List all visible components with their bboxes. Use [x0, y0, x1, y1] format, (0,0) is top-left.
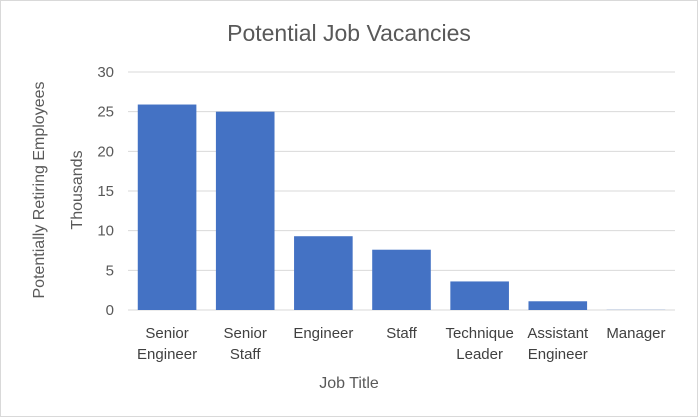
chart-title: Potential Job Vacancies — [227, 20, 471, 46]
x-category-label: Leader — [456, 346, 503, 363]
bar — [372, 250, 431, 310]
x-category-label: Senior — [224, 325, 267, 342]
bar — [528, 301, 587, 310]
y-tick-label: 0 — [106, 302, 114, 319]
x-category-label: Manager — [606, 325, 665, 342]
x-category-label: Staff — [386, 325, 417, 342]
x-category-label: Assistant — [527, 325, 589, 342]
y-axis-unit-label: Thousands — [69, 150, 86, 229]
x-category-label: Engineer — [137, 346, 197, 363]
bar — [216, 112, 275, 310]
x-category-label: Technique — [445, 325, 513, 342]
y-axis-ticks: 0 5 10 15 20 25 30 — [97, 64, 114, 319]
bars — [138, 105, 665, 310]
x-category-label: Staff — [230, 346, 261, 363]
bar — [138, 105, 197, 310]
y-tick-label: 5 — [106, 262, 114, 279]
y-tick-label: 30 — [97, 64, 114, 81]
bar — [450, 281, 509, 310]
x-axis-categories: Senior Engineer Senior Staff Engineer Staff Te… — [137, 325, 665, 363]
x-axis-title: Job Title — [319, 375, 379, 392]
y-tick-label: 15 — [97, 183, 114, 200]
x-category-label: Engineer — [293, 325, 353, 342]
y-tick-label: 20 — [97, 143, 114, 160]
y-axis-title: Potentially Retiring Employees — [31, 82, 48, 299]
y-tick-label: 10 — [97, 223, 114, 240]
y-tick-label: 25 — [97, 104, 114, 121]
x-category-label: Engineer — [528, 346, 588, 363]
bar — [294, 236, 353, 310]
x-category-label: Senior — [145, 325, 188, 342]
